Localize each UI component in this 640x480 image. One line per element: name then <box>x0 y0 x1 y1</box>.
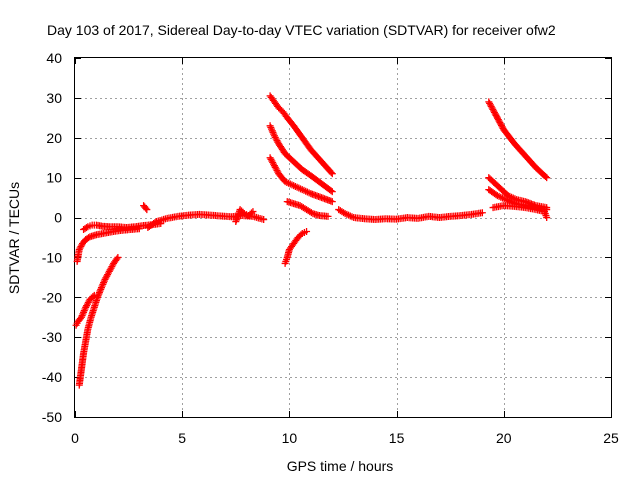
data-point-fill <box>490 107 498 115</box>
x-tick-label: 15 <box>389 430 405 446</box>
series-arc-g <box>232 206 257 226</box>
data-point-fill <box>99 280 107 288</box>
series-arc-i <box>266 122 336 196</box>
y-tick-label: -20 <box>42 289 62 305</box>
data-point-fill <box>239 208 247 216</box>
data-point-fill <box>151 219 159 227</box>
y-tick-labels: 40 30 20 10 0 -10 -20 -30 -40 -50 <box>42 50 62 425</box>
series-arc-q <box>489 202 551 222</box>
x-tick-label: 25 <box>603 430 619 446</box>
data-point <box>75 245 83 253</box>
data-point-fill <box>327 168 335 176</box>
y-tick-label: -10 <box>42 249 62 265</box>
data-point-fill <box>307 209 315 217</box>
series-arc-h <box>266 92 336 178</box>
series-arc-c <box>72 291 98 329</box>
series-arc-e <box>140 202 151 214</box>
y-tick-label: 0 <box>54 210 62 226</box>
data-point-fill <box>113 255 121 263</box>
data-point-fill <box>297 231 305 239</box>
series-arc-d <box>75 253 122 389</box>
y-axis-label: SDTVAR / TECUs <box>6 182 22 294</box>
data-point-fill <box>81 305 89 313</box>
series-arc-j <box>266 154 336 206</box>
axis-ticks <box>75 58 612 418</box>
data-point <box>485 98 493 106</box>
data-point <box>324 212 332 220</box>
data-point-fill <box>270 130 278 138</box>
data-point-fill <box>327 187 335 195</box>
y-tick-label: 30 <box>46 90 62 106</box>
data-point-fill <box>268 125 276 133</box>
data-point <box>266 122 274 130</box>
data-point-fill <box>100 279 108 287</box>
data-point-fill <box>98 282 106 290</box>
data-point-fill <box>486 101 494 109</box>
series-arc-n <box>485 98 551 182</box>
grid <box>75 58 611 417</box>
data-point <box>328 198 336 206</box>
chart-title: Day 103 of 2017, Sidereal Day-to-day VTE… <box>47 22 556 38</box>
x-tick-label: 20 <box>496 430 512 446</box>
series-arc-b <box>80 220 165 234</box>
y-tick-label: -40 <box>42 369 62 385</box>
y-tick-label: 40 <box>46 50 62 66</box>
x-axis-label: GPS time / hours <box>287 458 394 474</box>
data-point-fill <box>76 244 84 252</box>
y-tick-label: -50 <box>42 409 62 425</box>
data-point <box>97 285 105 293</box>
x-tick-label: 5 <box>178 430 186 446</box>
data-point-fill <box>77 242 85 250</box>
data-point <box>303 228 311 236</box>
series-arc-k <box>283 198 332 220</box>
data-point-fill <box>142 204 150 212</box>
data-point <box>77 313 85 321</box>
data-point-fill <box>269 128 277 136</box>
data-point-fill <box>486 99 494 107</box>
data-point-fill <box>487 102 495 110</box>
data-point-fill <box>85 234 93 242</box>
data-point-fill <box>489 105 497 113</box>
data-point-fill <box>82 224 90 232</box>
data-point <box>114 253 122 261</box>
series-arc-l <box>281 228 311 267</box>
data-point <box>543 174 551 182</box>
data-point-fill <box>268 127 276 135</box>
series-arc-f <box>144 210 268 232</box>
data-point <box>543 214 551 222</box>
data-points <box>72 92 551 389</box>
data-point <box>143 206 151 214</box>
data-point-fill <box>79 310 87 318</box>
data-point <box>328 170 336 178</box>
data-point-fill <box>80 307 88 315</box>
data-point <box>249 208 257 216</box>
data-point-fill <box>78 312 86 320</box>
data-point <box>478 209 486 217</box>
plot-frame <box>74 57 612 418</box>
data-point-fill <box>97 284 105 292</box>
y-tick-label: 20 <box>46 130 62 146</box>
y-tick-label: 10 <box>46 170 62 186</box>
data-point-fill <box>100 277 108 285</box>
series-arc-m <box>335 206 486 224</box>
x-tick-labels: 0 5 10 15 20 25 <box>71 430 619 446</box>
data-point-fill <box>248 209 256 217</box>
data-point-fill <box>541 173 549 181</box>
data-point-fill <box>80 308 88 316</box>
data-point-fill <box>488 104 496 112</box>
x-tick-label: 10 <box>282 430 298 446</box>
data-point <box>328 188 336 196</box>
data-point-fill <box>89 293 97 301</box>
data-point <box>260 216 268 224</box>
data-point-fill <box>267 123 275 131</box>
x-tick-label: 0 <box>71 430 79 446</box>
y-tick-label: -30 <box>42 329 62 345</box>
